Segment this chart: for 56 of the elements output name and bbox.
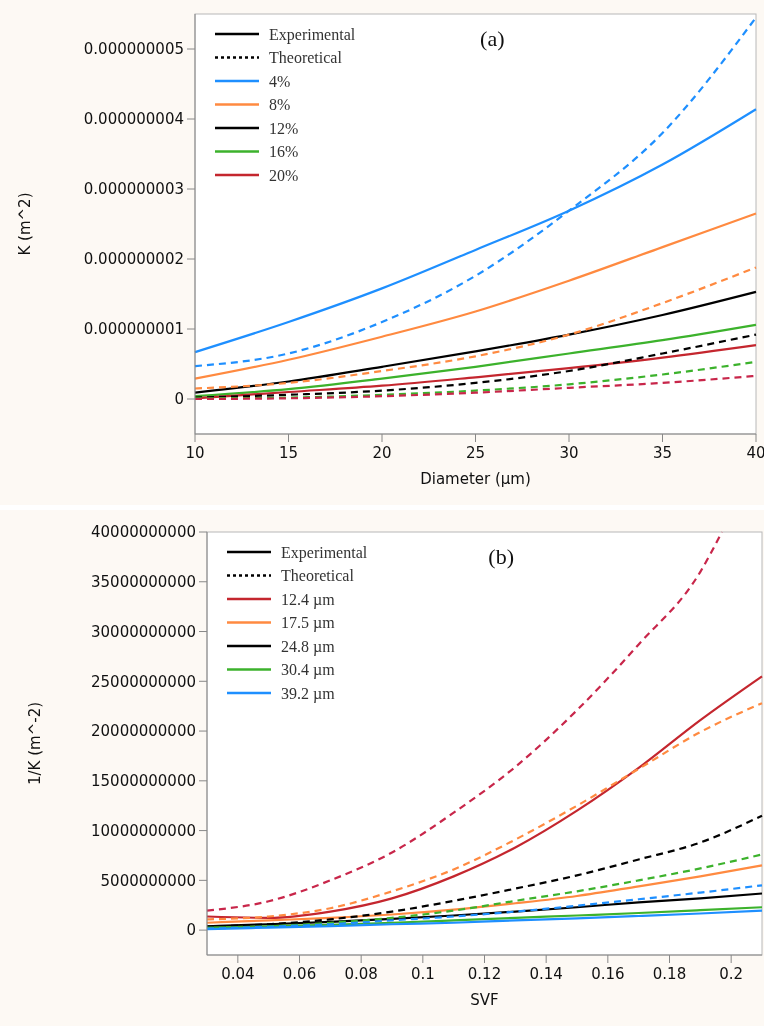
legend-label: 24.8 µm [281,637,336,656]
y-axis-title: 1/K (m^-2) [26,701,44,786]
legend-label: 17.5 µm [281,614,336,633]
x-tick-label: 0.14 [529,965,563,983]
legend-label: 8% [269,96,291,114]
y-tick-label: 30000000000 [91,622,196,641]
x-tick-label: 0.04 [221,965,255,983]
y-tick-label: 0.000000003 [83,180,184,199]
y-tick-label: 15000000000 [91,772,196,791]
annotation: Theoretical [269,49,343,67]
x-tick-label: 0.12 [467,965,502,983]
legend-label: 12% [269,119,299,137]
x-tick-label: 20 [372,444,392,462]
x-tick-label: 0.08 [344,965,378,983]
legend-label: 16% [269,143,299,161]
y-tick-label: 0.000000005 [83,40,184,59]
x-tick-label: 0.1 [410,965,435,983]
annotation: Experimental [281,543,368,562]
line-series [193,266,758,390]
y-tick-label: 25000000000 [91,672,196,691]
y-tick-label: 40000000000 [91,523,196,542]
legend-label: 20% [269,166,299,184]
x-axis-title: Diameter (µm) [420,470,531,488]
x-tick-label: 40 [746,444,764,462]
annotation: Theoretical [281,567,355,585]
y-tick-label: 20000000000 [91,722,196,741]
x-tick-label: 0.2 [719,965,744,983]
x-tick-label: 25 [465,444,486,462]
line-series [193,212,758,380]
legend-label: 39.2 µm [281,684,336,703]
x-tick-label: 35 [652,444,673,462]
x-axis-title: SVF [470,991,499,1009]
y-tick-label: 5000000000 [100,871,196,890]
text: (b) [488,544,514,569]
x-tick-label: 15 [278,444,299,462]
line-series [193,290,758,394]
legend-label: 12.4 µm [281,590,336,609]
y-tick-label: 10000000000 [91,821,196,840]
x-tick-label: 30 [559,444,579,462]
x-tick-label: 0.16 [591,965,625,983]
y-tick-label: 0 [186,921,196,940]
y-tick-label: 0.000000004 [83,110,184,129]
annotation: Experimental [269,25,356,44]
y-tick-label: 0.000000002 [83,250,184,269]
text: (a) [480,26,505,51]
line-series [193,16,758,368]
line-series [205,530,724,912]
x-tick-label: 0.18 [652,965,687,983]
y-tick-label: 0.000000001 [83,320,184,339]
legend-label: 4% [269,72,291,90]
y-axis-title: K (m^2) [16,192,34,256]
x-tick-label: 10 [185,444,205,462]
x-tick-label: 0.06 [282,965,317,983]
y-tick-label: 0 [174,390,184,409]
y-tick-label: 35000000000 [91,573,196,592]
legend-label: 30.4 µm [281,661,336,680]
